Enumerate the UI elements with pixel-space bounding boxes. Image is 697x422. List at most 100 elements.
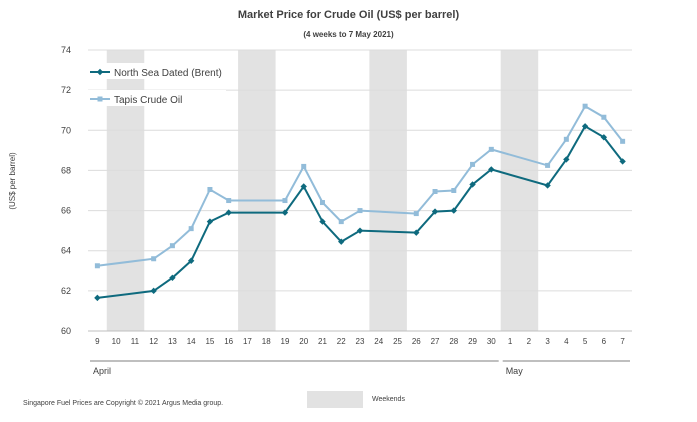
data-point [545,162,551,168]
data-point [94,263,100,269]
x-tick-label: 22 [337,337,346,346]
copyright-text: Singapore Fuel Prices are Copyright © 20… [23,400,224,407]
data-point [356,227,364,234]
data-point [338,219,344,225]
data-point [226,198,232,204]
data-point [431,208,439,215]
x-tick-label: 21 [318,337,327,346]
x-tick-label: 19 [281,337,290,346]
data-point [470,161,476,167]
data-point [450,207,457,214]
data-point [432,189,438,195]
x-tick-label: 9 [95,337,100,346]
x-tick-label: 2 [527,337,532,346]
data-point [581,123,589,130]
month-label: April [93,366,111,376]
data-point [488,166,495,173]
data-point [469,181,476,188]
data-point [207,186,213,192]
x-tick-label: 7 [620,337,625,346]
x-tick-label: 28 [449,337,458,346]
y-tick-label: 74 [61,45,71,55]
data-point [206,218,214,225]
data-point [301,163,307,169]
data-point [169,274,176,282]
x-tick-label: 10 [112,337,121,346]
chart-subtitle: (4 weeks to 7 May 2021) [303,30,394,39]
data-point [620,138,626,144]
data-point [413,229,420,236]
x-tick-label: 17 [243,337,252,346]
month-axis: April May [90,360,630,376]
weekend-band [238,50,276,331]
data-point [151,256,157,262]
legend-bg [86,90,226,106]
data-point [544,182,551,189]
data-point [319,200,325,206]
y-tick-label: 72 [61,85,71,95]
y-tick-label: 68 [61,165,71,175]
legend: North Sea Dated (Brent) Tapis Crude Oil [86,63,226,106]
x-tick-label: 29 [468,337,477,346]
x-tick-label: 23 [356,337,365,346]
data-point [94,294,101,302]
x-tick-label: 12 [149,337,158,346]
x-tick-label: 25 [393,337,402,346]
x-tick-label: 5 [583,337,588,346]
data-point [619,158,626,165]
data-point [225,209,232,216]
legend-label: Tapis Crude Oil [114,95,182,106]
x-tick-label: 20 [299,337,308,346]
data-point [488,146,494,152]
weekend-legend-swatch [307,391,363,408]
data-point [413,211,419,217]
weekend-band [369,50,407,331]
legend-marker [97,96,103,102]
y-tick-label: 64 [61,246,71,256]
weekend-band [500,50,539,331]
x-tick-label: 11 [131,337,140,346]
data-point [187,257,195,264]
data-point [563,156,570,163]
data-point [319,218,326,225]
x-tick-label: 16 [224,337,233,346]
x-tick-label: 6 [602,337,607,346]
series-layer [94,103,626,302]
legend-marker [96,68,104,76]
data-point [282,198,288,204]
data-point [300,183,307,190]
x-axis-ticks: 9 10 11 12 13 14 15 16 17 18 19 20 21 22 23 24 25 26 27 28 2… [95,337,625,346]
x-tick-label: 1 [508,337,513,346]
weekend-bands [106,50,539,331]
data-point [601,114,607,120]
x-tick-label: 15 [205,337,214,346]
data-point [169,243,175,249]
month-label: May [506,366,524,376]
x-tick-label: 14 [187,337,196,346]
x-tick-label: 27 [431,337,440,346]
chart-title: Market Price for Crude Oil (US$ per barr… [237,9,460,21]
data-point [338,238,345,245]
legend-label: North Sea Dated (Brent) [114,68,222,79]
x-tick-label: 24 [374,337,383,346]
data-point [357,208,363,214]
x-tick-label: 30 [487,337,496,346]
y-tick-label: 60 [61,326,71,336]
y-axis-label: (US$ per barrel) [8,152,17,210]
data-point [582,103,588,109]
data-point [563,136,569,142]
legend-bg [86,63,226,79]
x-tick-label: 13 [168,337,177,346]
x-tick-label: 3 [545,337,550,346]
y-axis-ticks: 60 62 64 66 68 70 72 74 [61,45,71,336]
y-tick-label: 66 [61,206,71,216]
data-point [188,226,194,232]
y-tick-label: 70 [61,125,71,135]
x-tick-label: 26 [412,337,421,346]
data-point [600,134,608,141]
y-tick-label: 62 [61,286,71,296]
x-tick-label: 18 [262,337,271,346]
x-tick-label: 4 [564,337,569,346]
data-point [150,287,157,295]
